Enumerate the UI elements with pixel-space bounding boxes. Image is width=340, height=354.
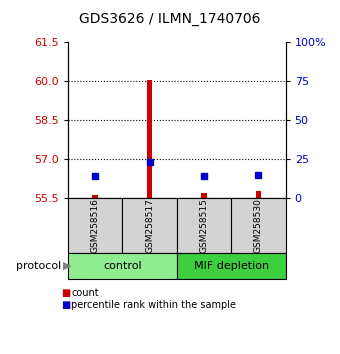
Text: percentile rank within the sample: percentile rank within the sample [71,300,236,310]
Text: protocol: protocol [16,261,61,271]
Text: MIF depletion: MIF depletion [194,261,269,271]
Text: control: control [103,261,142,271]
Text: ■: ■ [61,300,70,310]
Text: GSM258517: GSM258517 [145,198,154,253]
Text: ■: ■ [61,288,70,298]
Text: GSM258515: GSM258515 [200,198,208,253]
Text: GSM258516: GSM258516 [91,198,100,253]
Bar [201,193,207,198]
Text: ▶: ▶ [63,261,71,271]
Bar [147,80,152,198]
Bar [92,195,98,198]
Text: count: count [71,288,99,298]
Text: GDS3626 / ILMN_1740706: GDS3626 / ILMN_1740706 [79,12,261,27]
Text: GSM258530: GSM258530 [254,198,263,253]
Bar [256,191,261,198]
